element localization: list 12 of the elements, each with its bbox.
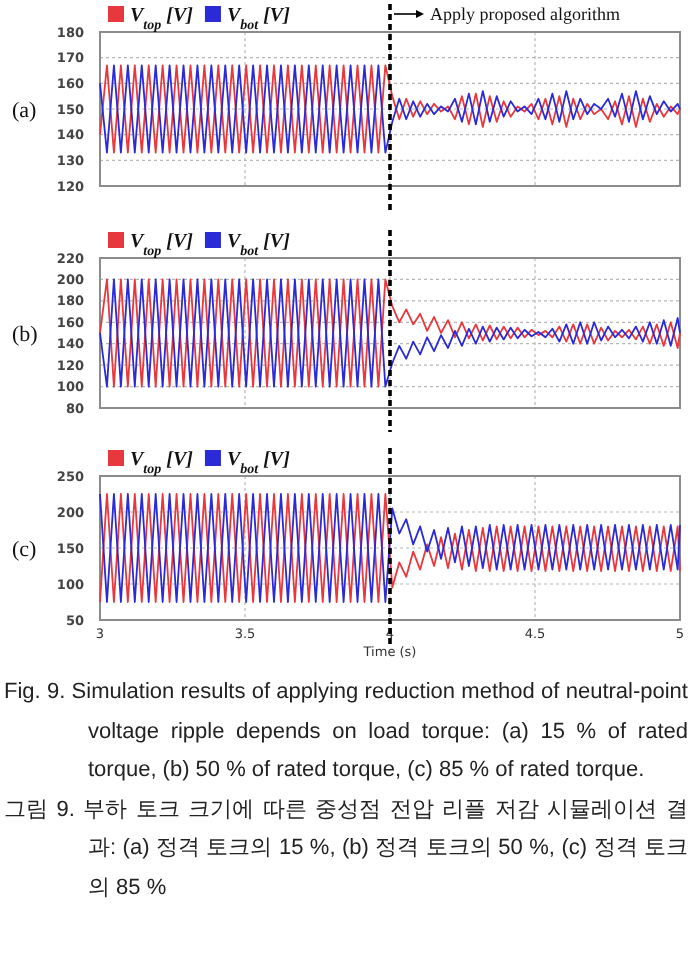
legend-label: V$_{bot}$ [V] bbox=[226, 231, 292, 259]
legend-label: V$_{top}$ [V] bbox=[130, 231, 195, 259]
caption: Fig. 9. Simulation results of applying reduction method of neutral-point voltage ripple depends on load torque: (a) 15 % of rated torque, (b) 50 % of rated torque, (c) 85 % of rated torque. bbox=[4, 678, 688, 786]
legend-label: V$_{bot}$ [V] bbox=[226, 449, 292, 477]
legend-label: V$_{bot}$ [V] bbox=[226, 5, 292, 33]
text: (c) bbox=[12, 538, 38, 562]
text: (a) bbox=[12, 99, 38, 123]
caption: 그림 9. 부하 토크 크기에 따른 중성점 전압 리플 저감 시뮬레이션 결과: (a) 정격 토크의 15 %, (b) 정격 토크의 50 %, (c) 정격 토크의 85 % bbox=[4, 795, 688, 903]
legend-label: V$_{top}$ [V] bbox=[130, 5, 195, 33]
ref-line-label: Apply proposed algorithm bbox=[430, 4, 620, 24]
text: (b) bbox=[12, 323, 39, 347]
legend-label: V$_{top}$ [V] bbox=[130, 449, 195, 477]
